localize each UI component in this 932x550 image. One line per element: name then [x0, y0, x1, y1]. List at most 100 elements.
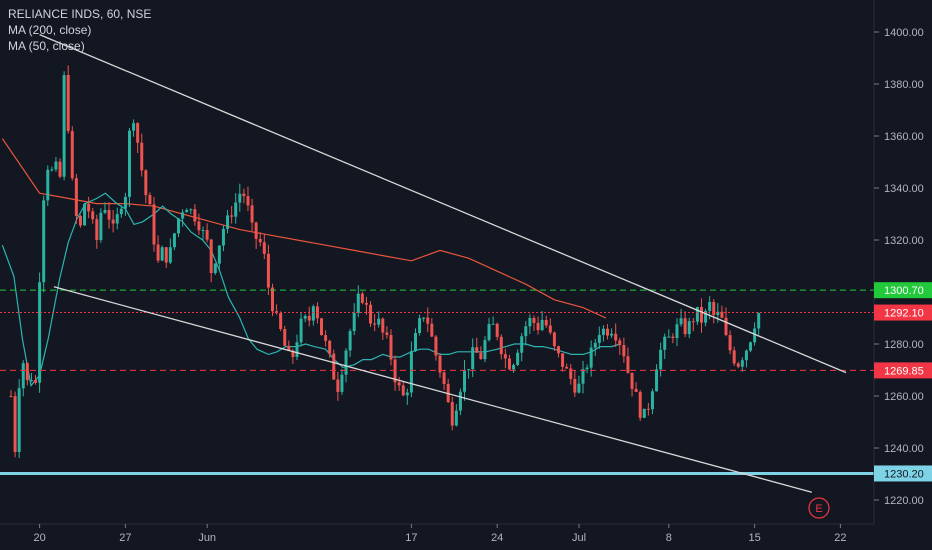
candle-body [634, 388, 638, 392]
horizontal-levels[interactable] [0, 289, 874, 475]
candle-body [115, 214, 119, 224]
candle-body [185, 209, 189, 213]
price-tick-label: 1340.00 [884, 183, 924, 195]
candle-body [409, 351, 413, 393]
price-tick-label: 1220.00 [884, 495, 924, 507]
candle-body [655, 369, 659, 392]
time-axis[interactable]: 20 27 Jun 17 24 Jul 8 15 22 [33, 524, 847, 544]
candle-body [728, 335, 732, 351]
candle-body [193, 209, 197, 222]
price-tick-label: 1280.00 [884, 339, 924, 351]
candle-body [287, 345, 291, 351]
candle-body [291, 350, 295, 357]
candle-body [691, 321, 695, 323]
candle-body [156, 244, 160, 261]
candle-body [136, 123, 140, 143]
ma-50-legend[interactable]: MA (50, close) [8, 39, 85, 53]
candle-body [491, 323, 495, 325]
candle-body [736, 363, 740, 367]
earnings-marker-circle[interactable] [808, 497, 830, 519]
candles [9, 65, 761, 459]
candle-body [103, 209, 107, 213]
candle-body [569, 368, 573, 379]
upper-trendline[interactable] [39, 34, 847, 374]
symbol-label[interactable]: RELIANCE INDS, 60, NSE [8, 7, 152, 21]
candle-body [626, 356, 630, 373]
candle-body [581, 369, 585, 384]
price-tick-label: 1400.00 [884, 27, 924, 39]
candle-body [430, 323, 434, 337]
level-badge [874, 282, 932, 299]
candle-body [642, 408, 646, 418]
candle-body [663, 336, 667, 350]
candle-body [221, 228, 225, 246]
candle-body [148, 195, 152, 205]
candle-body [650, 391, 654, 410]
candle-body [189, 209, 193, 211]
candle-body [659, 349, 663, 370]
time-tick-label: Jun [198, 532, 216, 544]
lower-trendline[interactable] [53, 286, 812, 493]
candle-body [516, 352, 520, 365]
level-badge-label: 1292.10 [884, 308, 924, 320]
candle-body [250, 205, 254, 223]
candle-body [426, 317, 430, 324]
candle-body [205, 230, 209, 240]
candle-body [70, 131, 74, 179]
candle-body [675, 324, 679, 339]
ma-200-legend[interactable]: MA (200, close) [8, 23, 92, 37]
candle-body [50, 169, 54, 171]
candle-body [393, 359, 397, 383]
level-badge [874, 304, 932, 321]
candle-body [226, 215, 230, 229]
candle-body [646, 408, 650, 410]
candle-body [364, 302, 368, 305]
time-axis-background [0, 524, 932, 550]
price-tick-label: 1260.00 [884, 391, 924, 403]
candle-body [679, 318, 683, 325]
time-tick-label: 24 [491, 532, 503, 544]
candle-body [9, 396, 13, 397]
candle-body [21, 363, 25, 389]
candle-body [266, 253, 270, 288]
candle-body [487, 324, 491, 341]
time-tick-label: Jul [572, 532, 586, 544]
candle-body [299, 318, 303, 343]
candle-body [585, 367, 589, 370]
trendlines[interactable] [39, 34, 847, 493]
candle-body [74, 178, 78, 217]
candle-body [704, 310, 708, 323]
candle-body [295, 342, 299, 357]
candle-body [438, 355, 442, 373]
candle-body [732, 350, 736, 364]
candle-body [618, 340, 622, 346]
candle-body [336, 379, 340, 392]
candle-body [172, 233, 176, 248]
candle-body [418, 318, 422, 333]
candle-body [716, 311, 720, 315]
candle-body [242, 193, 246, 197]
candle-body [328, 340, 332, 354]
candle-body [622, 345, 626, 357]
candle-body [54, 161, 58, 170]
time-tick-label: 8 [666, 532, 672, 544]
candle-body [467, 369, 471, 371]
candle-body [397, 382, 401, 386]
candle-body [230, 215, 234, 217]
candle-body [58, 161, 62, 177]
candle-body [168, 247, 172, 263]
candle-body [356, 293, 360, 313]
candle-body [373, 323, 377, 325]
candle-body [311, 306, 315, 321]
candle-body [152, 204, 156, 245]
earnings-marker[interactable]: E [808, 497, 830, 519]
level-badge [874, 465, 932, 482]
candle-body [201, 230, 205, 232]
price-tick-label: 1360.00 [884, 131, 924, 143]
candle-body [413, 332, 417, 352]
candle-body [540, 319, 544, 331]
time-tick-label: 15 [748, 532, 760, 544]
candle-body [638, 391, 642, 418]
candle-body [279, 313, 283, 330]
